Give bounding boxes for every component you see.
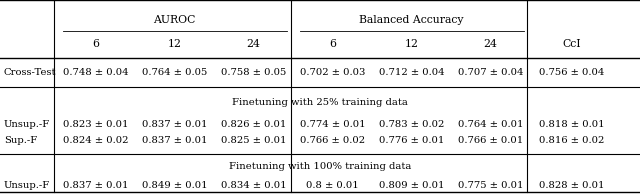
Text: Cross-Test: Cross-Test [4,68,56,77]
Text: AUROC: AUROC [154,15,196,26]
Text: 0.849 ± 0.01: 0.849 ± 0.01 [142,181,207,190]
Text: 0.748 ± 0.04: 0.748 ± 0.04 [63,68,129,77]
Text: Unsup.-F: Unsup.-F [4,120,50,129]
Text: 0.826 ± 0.01: 0.826 ± 0.01 [221,120,286,129]
Text: 0.809 ± 0.01: 0.809 ± 0.01 [379,181,444,190]
Text: 0.756 ± 0.04: 0.756 ± 0.04 [539,68,604,77]
Text: 24: 24 [483,39,497,49]
Text: 0.766 ± 0.01: 0.766 ± 0.01 [458,136,523,145]
Text: 0.764 ± 0.05: 0.764 ± 0.05 [142,68,207,77]
Text: Finetuning with 100% training data: Finetuning with 100% training data [229,162,411,171]
Text: 0.775 ± 0.01: 0.775 ± 0.01 [458,181,524,190]
Text: 0.834 ± 0.01: 0.834 ± 0.01 [221,181,287,190]
Text: 0.712 ± 0.04: 0.712 ± 0.04 [379,68,444,77]
Text: 0.825 ± 0.01: 0.825 ± 0.01 [221,136,287,145]
Text: Finetuning with 25% training data: Finetuning with 25% training data [232,98,408,107]
Text: CcI: CcI [562,39,581,49]
Text: 0.766 ± 0.02: 0.766 ± 0.02 [300,136,365,145]
Text: 12: 12 [168,39,182,49]
Text: 0.764 ± 0.01: 0.764 ± 0.01 [458,120,524,129]
Text: 0.828 ± 0.01: 0.828 ± 0.01 [539,181,604,190]
Text: 0.818 ± 0.01: 0.818 ± 0.01 [539,120,604,129]
Text: 0.702 ± 0.03: 0.702 ± 0.03 [300,68,365,77]
Text: 0.837 ± 0.01: 0.837 ± 0.01 [142,120,207,129]
Text: 0.758 ± 0.05: 0.758 ± 0.05 [221,68,286,77]
Text: 6: 6 [92,39,99,49]
Text: 24: 24 [246,39,260,49]
Text: 0.776 ± 0.01: 0.776 ± 0.01 [379,136,444,145]
Text: 0.837 ± 0.01: 0.837 ± 0.01 [63,181,129,190]
Text: 6: 6 [329,39,336,49]
Text: 0.824 ± 0.02: 0.824 ± 0.02 [63,136,129,145]
Text: 0.823 ± 0.01: 0.823 ± 0.01 [63,120,129,129]
Text: 12: 12 [404,39,419,49]
Text: 0.774 ± 0.01: 0.774 ± 0.01 [300,120,365,129]
Text: Sup.-F: Sup.-F [4,136,37,145]
Text: 0.783 ± 0.02: 0.783 ± 0.02 [379,120,444,129]
Text: 0.816 ± 0.02: 0.816 ± 0.02 [539,136,604,145]
Text: Unsup.-F: Unsup.-F [4,181,50,190]
Text: 0.707 ± 0.04: 0.707 ± 0.04 [458,68,524,77]
Text: 0.8 ± 0.01: 0.8 ± 0.01 [306,181,359,190]
Text: 0.837 ± 0.01: 0.837 ± 0.01 [142,136,207,145]
Text: Balanced Accuracy: Balanced Accuracy [359,15,464,26]
